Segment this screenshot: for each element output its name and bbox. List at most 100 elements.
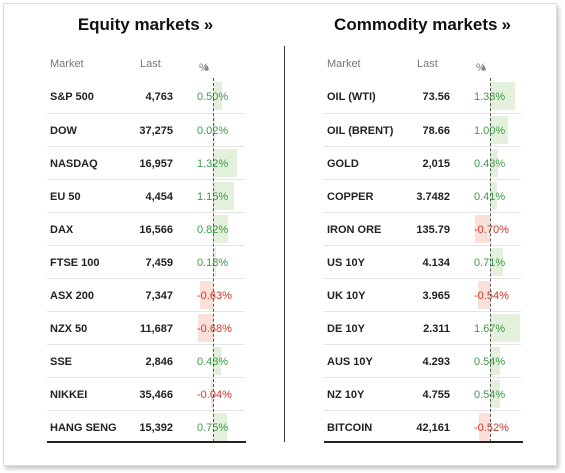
percent-change: 1.32% [197,158,229,170]
sort-ascending-icon: ▲ [479,62,488,72]
last-price: 135.79 [416,224,450,236]
change-bar-area [474,80,521,112]
market-name: US 10Y [327,257,365,269]
table-row[interactable]: OIL (WTI) 73.56 1.38% [324,80,521,113]
commodity-zero-line [490,78,491,442]
equity-table-header: Market Last % ▲ [47,54,244,76]
table-row[interactable]: DE 10Y 2.311 1.67% [324,311,521,344]
change-bar [475,215,490,243]
percent-change: -0.63% [197,290,232,302]
last-price: 11,687 [139,323,173,335]
commodity-title: Commodity markets [334,15,498,34]
percent-change: 0.43% [197,356,229,368]
table-row[interactable]: OIL (BRENT) 78.66 1.00% [324,113,521,146]
percent-change: 0.54% [474,356,506,368]
equity-bottom-rule [47,441,246,443]
last-price: 16,566 [139,224,173,236]
chevron-right-icon: » [501,15,511,34]
change-bar-area [474,180,521,212]
change-bar-area [474,345,521,377]
change-bar [213,215,228,243]
column-header-market[interactable]: Market [50,58,84,70]
percent-change: 1.00% [474,125,506,137]
table-row[interactable]: IRON ORE 135.79 -0.70% [324,212,521,245]
market-name: ASX 200 [50,290,95,302]
change-bar-area [474,312,521,344]
column-header-percent-label: % [476,62,486,74]
market-name: AUS 10Y [327,356,373,368]
table-row[interactable]: DAX 16,566 0.82% [47,212,244,245]
change-bar-area [197,80,244,112]
percent-change: -0.54% [474,290,509,302]
table-row[interactable]: DOW 37,275 0.02% [47,113,244,146]
equity-title-link[interactable]: Equity markets» [47,15,244,35]
equity-zero-line [213,78,214,442]
sort-ascending-icon: ▲ [202,62,211,72]
column-header-last[interactable]: Last [140,58,161,70]
column-header-market[interactable]: Market [327,58,361,70]
table-row[interactable]: NZX 50 11,687 -0.68% [47,311,244,344]
change-bar [490,314,521,342]
change-bar [490,347,500,375]
change-bar [478,281,490,309]
table-row[interactable]: NZ 10Y 4.755 0.54% [324,377,521,410]
change-bar-area [197,147,244,179]
percent-change: -0.70% [474,224,509,236]
table-row[interactable]: BITCOIN 42,161 -0.52% [324,410,521,443]
market-name: UK 10Y [327,290,366,302]
change-bar-area [197,114,244,146]
change-bar [213,347,221,375]
last-price: 4,454 [145,191,173,203]
table-row[interactable]: HANG SENG 15,392 0.75% [47,410,244,443]
market-name: HANG SENG [50,422,117,434]
change-bar-area [197,213,244,245]
table-row[interactable]: NASDAQ 16,957 1.32% [47,146,244,179]
percent-change: 0.54% [474,389,506,401]
table-row[interactable]: ASX 200 7,347 -0.63% [47,278,244,311]
table-row[interactable]: UK 10Y 3.965 -0.54% [324,278,521,311]
table-row[interactable]: EU 50 4,454 1.15% [47,179,244,212]
table-row[interactable]: COPPER 3.7482 0.41% [324,179,521,212]
table-row[interactable]: US 10Y 4.134 0.71% [324,245,521,278]
last-price: 42,161 [416,422,450,434]
last-price: 35,466 [139,389,173,401]
equity-rows: S&P 500 4,763 0.50% DOW 37,275 0.02% NASDAQ 16,… [47,80,244,443]
last-price: 2,015 [422,158,450,170]
last-price: 7,347 [145,290,173,302]
change-bar-area [197,279,244,311]
percent-change: 0.18% [197,257,229,269]
last-price: 4.755 [422,389,450,401]
column-header-last[interactable]: Last [417,58,438,70]
table-row[interactable]: AUS 10Y 4.293 0.54% [324,344,521,377]
last-price: 3.965 [422,290,450,302]
percent-change: 0.02% [197,125,229,137]
last-price: 4,763 [145,91,173,103]
market-name: SSE [50,356,73,368]
change-bar [213,182,234,210]
last-price: 4.293 [422,356,450,368]
market-name: DAX [50,224,74,236]
table-row[interactable]: FTSE 100 7,459 0.18% [47,245,244,278]
market-name: IRON ORE [327,224,382,236]
percent-change: 0.50% [197,91,229,103]
percent-change: 1.67% [474,323,506,335]
percent-change: 0.75% [197,422,229,434]
last-price: 15,392 [139,422,173,434]
markets-card: Equity markets» Market Last % ▲ S&P 500 4,… [3,3,557,466]
table-row[interactable]: GOLD 2,015 0.43% [324,146,521,179]
last-price: 73.56 [422,91,450,103]
market-name: DOW [50,125,77,137]
commodity-title-link[interactable]: Commodity markets» [324,15,521,35]
change-bar-area [197,411,244,443]
last-price: 3.7482 [416,191,450,203]
table-row[interactable]: SSE 2,846 0.43% [47,344,244,377]
change-bar [490,380,500,408]
table-row[interactable]: S&P 500 4,763 0.50% [47,80,244,113]
percent-change: 1.15% [197,191,229,203]
change-bar-area [197,378,244,410]
commodity-bottom-rule [324,441,523,443]
table-row[interactable]: NIKKEI 35,466 -0.04% [47,377,244,410]
change-bar [213,82,223,110]
percent-change: 0.43% [474,158,506,170]
column-header-percent-label: % [199,62,209,74]
